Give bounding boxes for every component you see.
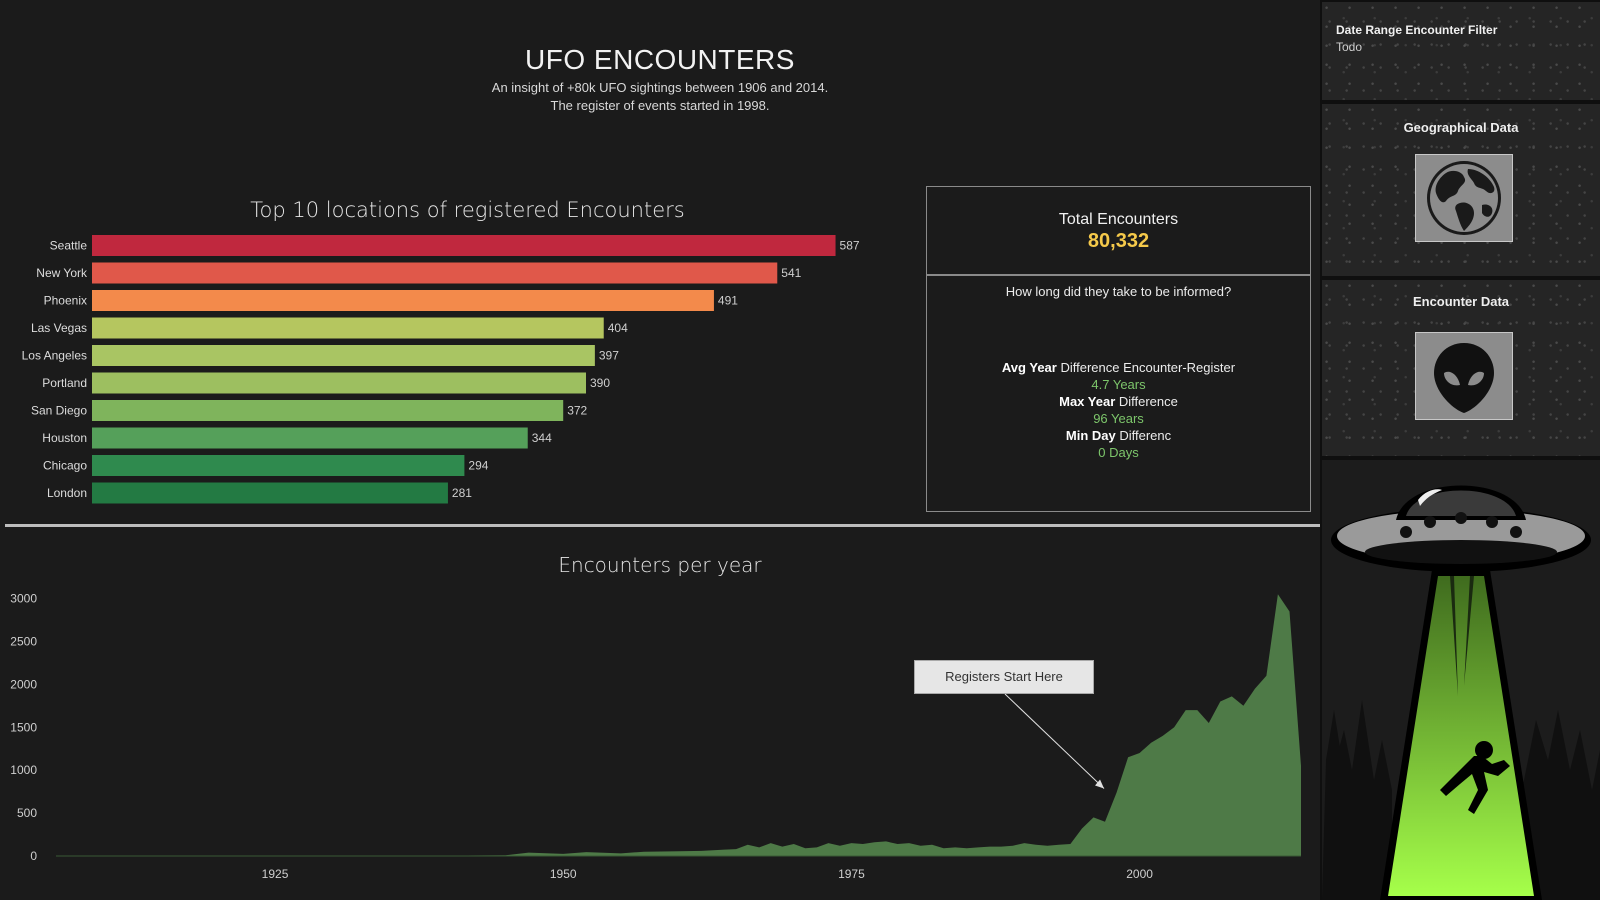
bar-chicago[interactable] (92, 455, 465, 476)
avg-year-diff-value: 4.7 Years (1091, 377, 1146, 392)
date-filter-panel[interactable]: Date Range Encounter Filter Todo (1322, 2, 1600, 100)
kpi-question: How long did they take to be informed? (1005, 284, 1232, 299)
encounter-data-panel: Encounter Data (1322, 280, 1600, 456)
bar-category-label: Phoenix (44, 294, 87, 308)
date-filter-label: Date Range Encounter Filter (1336, 23, 1498, 37)
date-filter-value[interactable]: Todo (1336, 40, 1363, 54)
total-encounters-value: 80,332 (1087, 230, 1150, 252)
total-encounters-label: Total Encounters (1058, 211, 1179, 228)
bar-category-label: San Diego (31, 404, 87, 418)
bar-san-diego[interactable] (92, 400, 564, 421)
area-chart-title: Encounters per year (558, 553, 762, 577)
x-tick-label: 1950 (550, 867, 577, 881)
min-day-diff-value: 0 Days (1098, 445, 1139, 460)
annotation-arrow-line (1004, 693, 1105, 789)
y-tick-label: 2000 (10, 677, 37, 691)
bar-london[interactable] (92, 482, 448, 504)
max-year-diff-label: Max Year Difference (1059, 394, 1178, 409)
geo-data-button[interactable] (1415, 154, 1513, 242)
bar-las-vegas[interactable] (92, 317, 604, 339)
kpi-divider (927, 274, 1310, 276)
y-tick-label: 0 (30, 849, 37, 863)
bar-value-label: 587 (840, 239, 860, 253)
y-tick-label: 3000 (10, 592, 37, 606)
bar-category-label: Houston (42, 431, 87, 445)
bar-category-label: Portland (42, 376, 87, 390)
x-tick-label: 2000 (1126, 867, 1153, 881)
bar-value-label: 344 (532, 431, 552, 445)
avg-year-diff-label: Avg Year Difference Encounter-Register (1001, 360, 1236, 375)
bar-value-label: 404 (608, 321, 628, 335)
bar-category-label: Los Angeles (22, 349, 87, 363)
bar-chart-title: Top 10 locations of registered Encounter… (250, 198, 685, 222)
bar-new-york[interactable] (92, 262, 778, 284)
x-tick-label: 1975 (838, 867, 865, 881)
bar-value-label: 281 (452, 486, 472, 500)
bar-portland[interactable] (92, 372, 586, 394)
geo-data-title: Geographical Data (1403, 120, 1519, 135)
x-tick-label: 1925 (262, 867, 289, 881)
registers-start-callout: Registers Start Here (914, 660, 1094, 694)
y-tick-label: 1000 (10, 763, 37, 777)
geo-data-panel: Geographical Data (1322, 104, 1600, 276)
bar-category-label: Chicago (43, 459, 87, 473)
bar-phoenix[interactable] (92, 290, 714, 311)
bar-category-label: Seattle (50, 239, 88, 253)
globe-icon (1427, 161, 1501, 235)
abductee-figure (1440, 741, 1510, 814)
bar-value-label: 397 (599, 349, 619, 363)
encounter-data-title: Encounter Data (1412, 294, 1510, 309)
annotation-arrow-head (1095, 779, 1105, 789)
bar-value-label: 390 (590, 376, 610, 390)
bar-houston[interactable] (92, 427, 528, 449)
y-tick-label: 1500 (10, 720, 37, 734)
bar-value-label: 372 (567, 404, 587, 418)
bar-seattle[interactable] (92, 235, 836, 256)
max-year-diff-value: 96 Years (1093, 411, 1144, 426)
dashboard-subtitle-line2: The register of events started in 1998. (550, 98, 770, 113)
encounters-per-year-area-chart[interactable]: 0 500 1000 1500 2000 2500 3000 1925 1950 1975 2000 (0, 580, 1320, 895)
bar-los-angeles[interactable] (92, 345, 595, 366)
y-tick-label: 2500 (10, 634, 37, 648)
section-divider (5, 524, 1320, 527)
sidebar: Date Range Encounter Filter Todo Geograp… (1320, 0, 1600, 900)
dashboard-subtitle-line1: An insight of +80k UFO sightings between… (491, 80, 829, 95)
bar-category-label: London (47, 486, 87, 500)
y-tick-label: 500 (17, 806, 37, 820)
top-locations-bar-chart[interactable]: Seattle 587 New York 541 Phoenix 491 Las Vegas… (0, 232, 900, 512)
alien-icon (1434, 343, 1494, 413)
ufo-abduction-illustration (1322, 485, 1600, 900)
dashboard-title: UFO ENCOUNTERS (525, 44, 795, 75)
ufo-illustration-panel (1322, 460, 1600, 900)
encounters-area-series[interactable] (56, 594, 1301, 856)
bar-value-label: 294 (468, 459, 488, 473)
bar-value-label: 491 (718, 294, 738, 308)
encounter-data-button[interactable] (1415, 332, 1513, 420)
bar-value-label: 541 (781, 266, 801, 280)
bar-category-label: New York (36, 266, 88, 280)
bar-category-label: Las Vegas (31, 321, 87, 335)
min-day-diff-label: Min Day Differenc (1065, 428, 1172, 443)
kpi-panel: Total Encounters 80,332 How long did the… (926, 186, 1311, 512)
